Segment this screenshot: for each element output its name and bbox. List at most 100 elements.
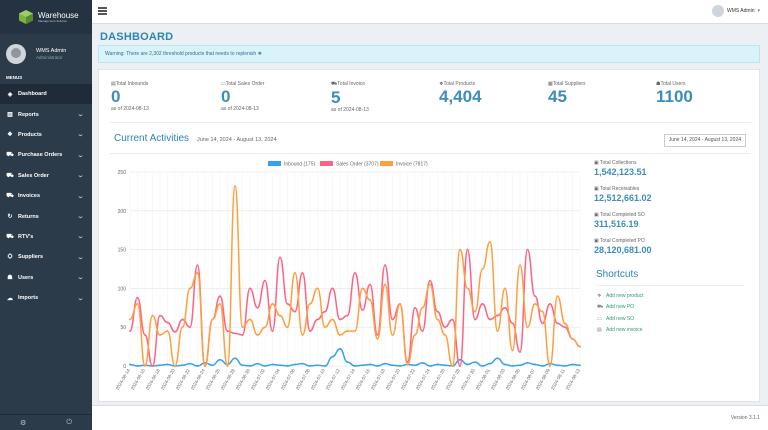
gear-icon[interactable]: ⚙ [20,419,27,427]
y-tick-label: 250 [118,170,127,176]
sidebar-item-suppliers[interactable]: ⛭ Suppliers ⌄ [0,247,92,267]
sidebar-item-invoices[interactable]: ⛟ Invoices ⌄ [0,186,92,206]
data-point [549,303,551,305]
x-tick-label: 2024-06-26 [205,368,221,391]
data-point [256,306,259,309]
avatar [6,44,26,64]
data-point [234,332,236,335]
divider [596,285,744,286]
x-tick-label: 2024-08-07 [520,368,536,391]
sidebar-item-label: Sales Order [18,172,49,179]
data-point [226,365,229,367]
data-point [489,362,491,365]
data-point [556,364,559,367]
sidebar-item-products[interactable]: ❖ Products ⌄ [0,125,92,145]
legend-swatch [268,161,281,166]
data-point [204,361,206,364]
data-point [316,318,319,321]
shortcuts-title: Shortcuts [596,269,639,280]
sidebar-item-returns[interactable]: ↻ Returns ⌄ [0,206,92,226]
sidebar-item-label: Imports [18,295,39,302]
user-menu[interactable]: WMS Admin ▾ [711,5,760,17]
data-point [324,365,326,367]
shortcut-add-new-so[interactable]: ▭ Add new SO [597,313,644,325]
data-point [376,334,379,336]
data-point [211,364,214,367]
data-point [234,357,236,360]
users-icon: ☗ [7,275,13,282]
y-tick-label: 200 [118,209,127,215]
shortcut-label: Add new product [606,292,644,299]
sidebar-footer: ⚙ ⏻ [0,414,92,430]
legend-item[interactable]: Inbound (175) [268,161,315,168]
sidebar-item-sales-order[interactable]: ⛟ Sales Order ⌄ [0,166,92,186]
data-point [331,355,334,358]
data-point [549,365,551,367]
data-point [421,361,424,364]
x-tick-label: 2024-07-16 [355,368,371,391]
summary-value: 28,120,681.00 [594,245,652,255]
sidebar-item-imports[interactable]: ☁ Imports ⌄ [0,288,92,308]
sidebar-item-dashboard[interactable]: ◈ Dashboard [0,84,92,105]
summary-total-completed-po: ▣ Total Completed PO 28,120,681.00 [594,238,760,256]
data-point [436,310,439,313]
shortcut-add-new-po[interactable]: ⛟ Add new PO [597,302,644,314]
x-tick-label: 2024-07-08 [295,368,311,391]
legend-item[interactable]: Sales Order (3707) [320,161,379,168]
logo-title: Warehouse [38,10,79,20]
legend-item[interactable]: Invoice (7817) [380,161,428,168]
summary-stats: ▣ Total Collections 1,542,123.51 ▣ Total R… [594,160,760,264]
sidebar-menu: ◈ Dashboard ▥ Reports ⌄ ❖ Products ⌄ ⛟ Purchase O… [0,84,92,308]
data-point [391,364,394,367]
x-tick-label: 2024-07-02 [250,368,266,391]
date-range-picker[interactable]: June 14, 2024 - August 13, 2024 [663,134,746,147]
x-tick-label: 2024-08-05 [505,368,521,391]
stat-label-text: Total Products [443,81,476,87]
y-tick-label: 0 [123,364,126,370]
stat-total-invoice: ⛟Total Invoice 5 as of 2024-08-13 [331,81,369,113]
data-point [189,362,191,365]
data-point [301,334,304,336]
summary-label-text: Total Completed SO [600,212,645,218]
shortcut-add-new-invoice[interactable]: ▤ Add new invoice [597,325,644,337]
stat-label: ⛟Total Invoice [331,81,369,88]
stat-date: as of 2024-08-13 [111,106,149,112]
data-point [309,303,311,305]
data-point [444,334,446,336]
data-point [511,322,514,325]
chevron-down-icon: ⌄ [76,112,85,119]
chevron-down-icon: ⌄ [76,234,85,241]
sidebar-item-reports[interactable]: ▥ Reports ⌄ [0,104,92,124]
data-point [481,303,484,305]
data-point [489,240,491,243]
data-point [151,365,154,367]
shortcut-add-new-product[interactable]: ❖ Add new product [597,290,644,302]
data-point [271,330,274,332]
stat-date: as of 2024-08-13 [221,106,259,112]
sidebar-item-purchase-orders[interactable]: ⛟ Purchase Orders ⌄ [0,145,92,165]
x-tick-label: 2024-06-18 [145,368,161,391]
data-point [294,363,296,366]
data-point [196,271,199,274]
summary-value: 1,542,123.51 [594,167,647,177]
data-point [129,363,131,366]
stat-label: ▦Total Suppliers [548,81,586,87]
data-point [256,334,259,336]
threshold-warning-alert: Warning: There are 2,302 threshold produ… [98,45,760,63]
data-point [459,365,461,367]
sidebar-item-label: Purchase Orders [18,152,63,159]
data-point [376,337,379,340]
hamburger-menu-icon[interactable] [98,7,107,15]
app-logo[interactable]: Warehouse Management Solution [0,0,92,34]
stat-value: 45 [548,87,567,106]
sidebar-item-rtv-s[interactable]: ⛟ RTV's ⌄ [0,227,92,247]
data-point [346,314,349,317]
data-point [136,303,139,305]
x-tick-label: 2024-08-01 [475,368,491,391]
stat-label-text: Total Inbounds [115,81,149,87]
shortcut-label: Add new PO [606,304,635,311]
sidebar-item-users[interactable]: ☗ Users ⌄ [0,268,92,288]
power-icon[interactable]: ⏻ [66,418,72,426]
data-point [286,365,289,367]
data-point [564,322,566,325]
